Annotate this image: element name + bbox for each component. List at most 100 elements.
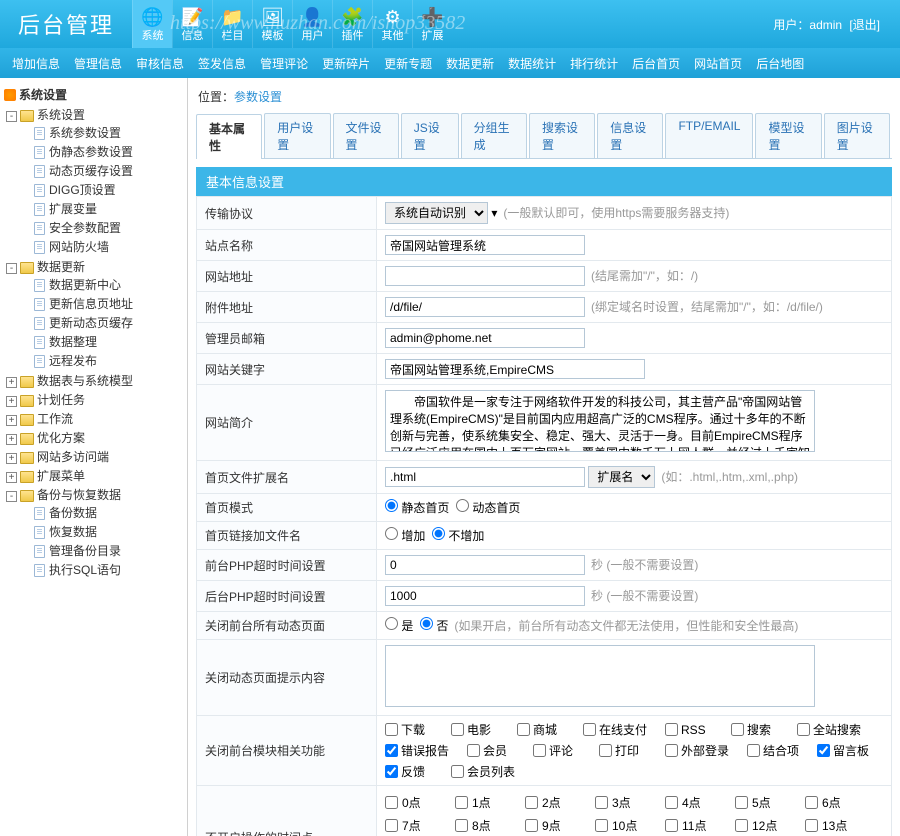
- tree-leaf[interactable]: 备份数据: [49, 506, 97, 520]
- hours-opt[interactable]: 2点: [525, 791, 595, 814]
- tree-leaf[interactable]: 更新动态页缓存: [49, 316, 133, 330]
- subnav-item[interactable]: 后台首页: [632, 55, 680, 72]
- hours-opt[interactable]: 8点: [455, 814, 525, 836]
- checkbox[interactable]: [385, 819, 398, 832]
- ext-select[interactable]: 扩展名: [588, 466, 655, 488]
- hours-opt[interactable]: 5点: [735, 791, 805, 814]
- checkbox[interactable]: [805, 819, 818, 832]
- subnav-item[interactable]: 排行统计: [570, 55, 618, 72]
- checkbox[interactable]: [583, 723, 596, 736]
- tree-branch[interactable]: 系统设置: [37, 108, 85, 122]
- checkbox[interactable]: [533, 744, 546, 757]
- closemod-opt[interactable]: 搜索: [731, 721, 779, 738]
- tab-图片设置[interactable]: 图片设置: [824, 113, 890, 158]
- closemod-opt[interactable]: 错误报告: [385, 742, 449, 759]
- subnav-item[interactable]: 更新碎片: [322, 55, 370, 72]
- closemod-opt[interactable]: 会员列表: [451, 763, 515, 780]
- subnav-item[interactable]: 更新专题: [384, 55, 432, 72]
- checkbox[interactable]: [517, 723, 530, 736]
- tree-toggle[interactable]: -: [6, 491, 17, 502]
- checkbox[interactable]: [455, 796, 468, 809]
- siteurl-input[interactable]: [385, 266, 585, 286]
- topnav-模板[interactable]: 🖼模板: [252, 0, 292, 48]
- tree-leaf[interactable]: 扩展变量: [49, 202, 97, 216]
- subnav-item[interactable]: 管理评论: [260, 55, 308, 72]
- tree-branch[interactable]: 数据更新: [37, 260, 85, 274]
- tab-FTP/EMAIL[interactable]: FTP/EMAIL: [665, 113, 753, 158]
- tab-信息设置[interactable]: 信息设置: [597, 113, 663, 158]
- tree-leaf[interactable]: 动态页缓存设置: [49, 164, 133, 178]
- checkbox[interactable]: [599, 744, 612, 757]
- tree-branch[interactable]: 工作流: [37, 412, 73, 426]
- tree-branch[interactable]: 备份与恢复数据: [37, 488, 121, 502]
- topnav-插件[interactable]: 🧩插件: [332, 0, 372, 48]
- checkbox[interactable]: [595, 819, 608, 832]
- checkbox[interactable]: [385, 744, 398, 757]
- tree-leaf[interactable]: 数据整理: [49, 335, 97, 349]
- checkbox[interactable]: [595, 796, 608, 809]
- tree-leaf[interactable]: 远程发布: [49, 354, 97, 368]
- closemod-opt[interactable]: 打印: [599, 742, 647, 759]
- ext-input[interactable]: [385, 467, 585, 487]
- checkbox[interactable]: [665, 819, 678, 832]
- checkbox[interactable]: [467, 744, 480, 757]
- checkbox[interactable]: [731, 723, 744, 736]
- subnav-item[interactable]: 签发信息: [198, 55, 246, 72]
- admin-input[interactable]: [385, 328, 585, 348]
- intro-textarea[interactable]: 帝国软件是一家专注于网络软件开发的科技公司，其主营产品"帝国网站管理系统(Emp…: [385, 390, 815, 452]
- hours-opt[interactable]: 6点: [805, 791, 875, 814]
- closemod-opt[interactable]: 会员: [467, 742, 515, 759]
- closemod-opt[interactable]: 外部登录: [665, 742, 729, 759]
- closemod-opt[interactable]: 留言板: [817, 742, 869, 759]
- topnav-其他[interactable]: ⚙其他: [372, 0, 412, 48]
- subnav-item[interactable]: 管理信息: [74, 55, 122, 72]
- tree-toggle[interactable]: +: [6, 415, 17, 426]
- closemsg-textarea[interactable]: [385, 645, 815, 707]
- checkbox[interactable]: [525, 796, 538, 809]
- topnav-扩展[interactable]: ➕扩展: [412, 0, 452, 48]
- checkbox[interactable]: [525, 819, 538, 832]
- tab-分组生成[interactable]: 分组生成: [461, 113, 527, 158]
- closemod-opt[interactable]: 结合项: [747, 742, 799, 759]
- tree-leaf[interactable]: 系统参数设置: [49, 126, 121, 140]
- tree-branch[interactable]: 计划任务: [37, 393, 85, 407]
- checkbox[interactable]: [805, 796, 818, 809]
- checkbox[interactable]: [735, 796, 748, 809]
- subnav-item[interactable]: 后台地图: [756, 55, 804, 72]
- tree-branch[interactable]: 网站多访问端: [37, 450, 109, 464]
- keywords-input[interactable]: [385, 359, 645, 379]
- tree-toggle[interactable]: +: [6, 434, 17, 445]
- crumb-link[interactable]: 参数设置: [234, 90, 282, 104]
- closemod-opt[interactable]: 全站搜索: [797, 721, 861, 738]
- tab-基本属性[interactable]: 基本属性: [196, 114, 262, 159]
- closemod-opt[interactable]: RSS: [665, 721, 713, 738]
- hours-opt[interactable]: 10点: [595, 814, 665, 836]
- sitename-input[interactable]: [385, 235, 585, 255]
- tree-toggle[interactable]: +: [6, 377, 17, 388]
- tree-leaf[interactable]: 管理备份目录: [49, 544, 121, 558]
- tree-toggle[interactable]: -: [6, 263, 17, 274]
- closemod-opt[interactable]: 在线支付: [583, 721, 647, 738]
- ftime-input[interactable]: [385, 555, 585, 575]
- checkbox[interactable]: [385, 723, 398, 736]
- checkbox[interactable]: [385, 765, 398, 778]
- topnav-栏目[interactable]: 📁栏目: [212, 0, 252, 48]
- closemod-opt[interactable]: 电影: [451, 721, 499, 738]
- tree-branch[interactable]: 扩展菜单: [37, 469, 85, 483]
- tree-toggle[interactable]: +: [6, 472, 17, 483]
- closemod-opt[interactable]: 商城: [517, 721, 565, 738]
- closemod-opt[interactable]: 评论: [533, 742, 581, 759]
- hours-opt[interactable]: 11点: [665, 814, 735, 836]
- tree-leaf[interactable]: 安全参数配置: [49, 221, 121, 235]
- tree-toggle[interactable]: -: [6, 111, 17, 122]
- tree-leaf[interactable]: 伪静态参数设置: [49, 145, 133, 159]
- checkbox[interactable]: [797, 723, 810, 736]
- checkbox[interactable]: [665, 796, 678, 809]
- tab-搜索设置[interactable]: 搜索设置: [529, 113, 595, 158]
- tab-JS设置[interactable]: JS设置: [401, 113, 459, 158]
- subnav-item[interactable]: 数据更新: [446, 55, 494, 72]
- checkbox[interactable]: [747, 744, 760, 757]
- tree-leaf[interactable]: 更新信息页地址: [49, 297, 133, 311]
- checkbox[interactable]: [385, 796, 398, 809]
- subnav-item[interactable]: 审核信息: [136, 55, 184, 72]
